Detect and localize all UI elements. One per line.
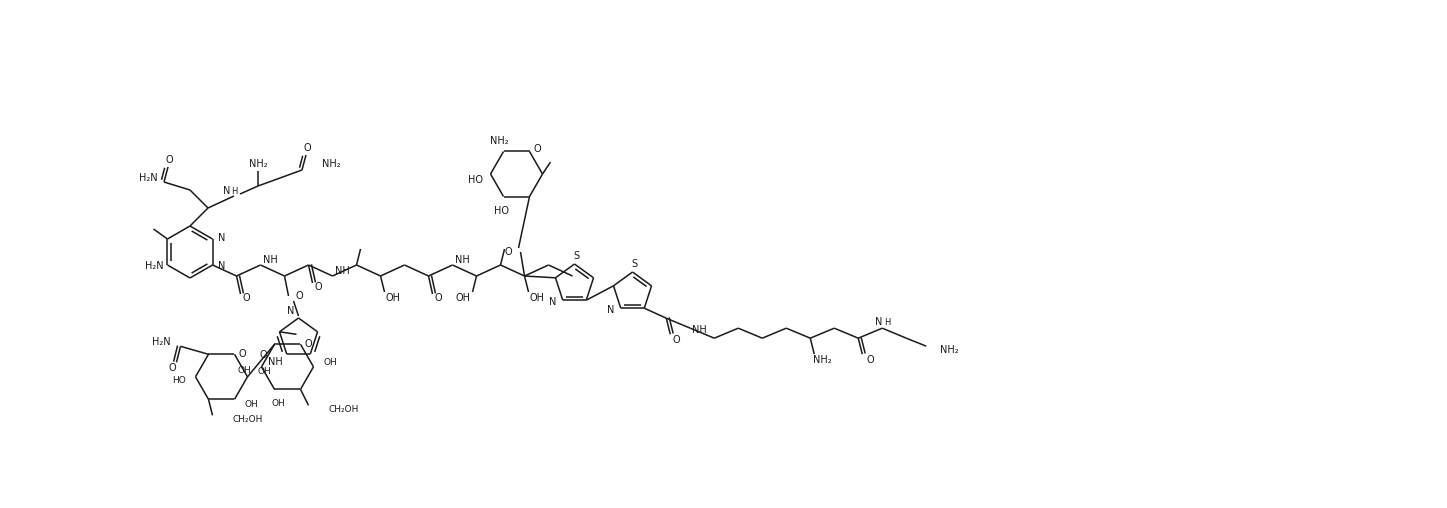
- Text: O: O: [534, 144, 541, 154]
- Text: O: O: [867, 355, 874, 365]
- Text: O: O: [304, 143, 311, 153]
- Text: OH: OH: [258, 367, 271, 376]
- Text: H₂N: H₂N: [145, 261, 164, 271]
- Text: NH₂: NH₂: [813, 355, 832, 365]
- Text: NH: NH: [268, 357, 282, 367]
- Text: H: H: [232, 186, 237, 196]
- Text: N: N: [608, 305, 615, 315]
- Text: NH: NH: [262, 255, 278, 265]
- Text: CH₂OH: CH₂OH: [233, 415, 263, 424]
- Text: N: N: [550, 297, 557, 307]
- Text: HO: HO: [172, 376, 185, 386]
- Text: O: O: [304, 339, 313, 350]
- Text: O: O: [673, 335, 680, 345]
- Text: O: O: [505, 247, 512, 257]
- Text: O: O: [243, 293, 250, 303]
- Text: H₂N: H₂N: [152, 337, 171, 347]
- Text: HO: HO: [493, 206, 509, 215]
- Text: OH: OH: [530, 293, 544, 303]
- Text: O: O: [295, 291, 302, 301]
- Text: OH: OH: [454, 293, 470, 303]
- Text: OH: OH: [324, 358, 337, 367]
- Text: NH₂: NH₂: [491, 137, 509, 146]
- Text: N: N: [875, 317, 883, 327]
- Text: CH₂OH: CH₂OH: [328, 405, 359, 414]
- Text: OH: OH: [237, 366, 252, 375]
- Text: H: H: [884, 318, 891, 327]
- Text: NH: NH: [692, 325, 708, 335]
- Text: O: O: [165, 155, 172, 165]
- Text: N: N: [223, 186, 230, 196]
- Text: S: S: [573, 251, 580, 261]
- Text: HO: HO: [467, 175, 482, 185]
- Text: NH₂: NH₂: [941, 345, 959, 355]
- Text: O: O: [434, 293, 443, 303]
- Text: N: N: [287, 306, 295, 316]
- Text: NH: NH: [454, 255, 469, 265]
- Text: NH₂: NH₂: [249, 159, 268, 169]
- Text: N: N: [217, 261, 224, 271]
- Text: OH: OH: [272, 399, 285, 408]
- Text: NH₂: NH₂: [323, 159, 340, 169]
- Text: O: O: [169, 363, 177, 373]
- Text: NH: NH: [334, 266, 349, 276]
- Text: O: O: [239, 350, 246, 359]
- Text: N: N: [217, 233, 224, 243]
- Text: O: O: [259, 350, 266, 360]
- Text: OH: OH: [245, 400, 258, 409]
- Text: H₂N: H₂N: [139, 173, 158, 183]
- Text: S: S: [631, 259, 638, 269]
- Text: O: O: [314, 282, 323, 292]
- Text: OH: OH: [385, 293, 399, 303]
